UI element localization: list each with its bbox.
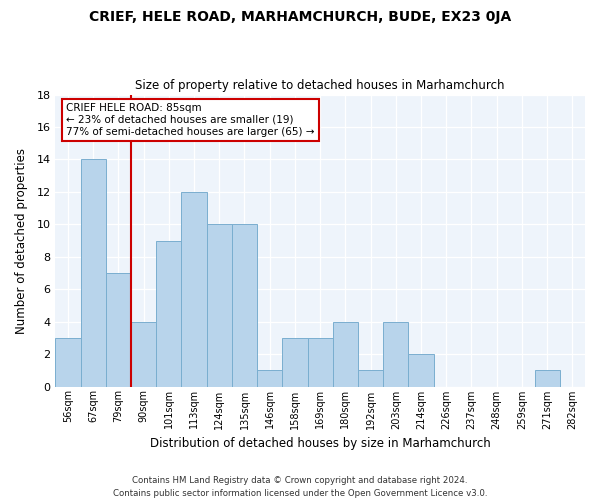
Text: Contains HM Land Registry data © Crown copyright and database right 2024.
Contai: Contains HM Land Registry data © Crown c…: [113, 476, 487, 498]
Bar: [283, 338, 308, 386]
Bar: [232, 224, 257, 386]
Bar: [55, 338, 80, 386]
Title: Size of property relative to detached houses in Marhamchurch: Size of property relative to detached ho…: [136, 79, 505, 92]
Y-axis label: Number of detached properties: Number of detached properties: [15, 148, 28, 334]
Bar: [131, 322, 156, 386]
Bar: [106, 273, 131, 386]
Bar: [80, 160, 106, 386]
Text: CRIEF HELE ROAD: 85sqm
← 23% of detached houses are smaller (19)
77% of semi-det: CRIEF HELE ROAD: 85sqm ← 23% of detached…: [66, 104, 314, 136]
Bar: [409, 354, 434, 386]
Bar: [257, 370, 283, 386]
Text: CRIEF, HELE ROAD, MARHAMCHURCH, BUDE, EX23 0JA: CRIEF, HELE ROAD, MARHAMCHURCH, BUDE, EX…: [89, 10, 511, 24]
Bar: [333, 322, 358, 386]
Bar: [358, 370, 383, 386]
Bar: [206, 224, 232, 386]
Bar: [535, 370, 560, 386]
Bar: [156, 240, 181, 386]
Bar: [383, 322, 409, 386]
Bar: [308, 338, 333, 386]
X-axis label: Distribution of detached houses by size in Marhamchurch: Distribution of detached houses by size …: [150, 437, 491, 450]
Bar: [181, 192, 206, 386]
